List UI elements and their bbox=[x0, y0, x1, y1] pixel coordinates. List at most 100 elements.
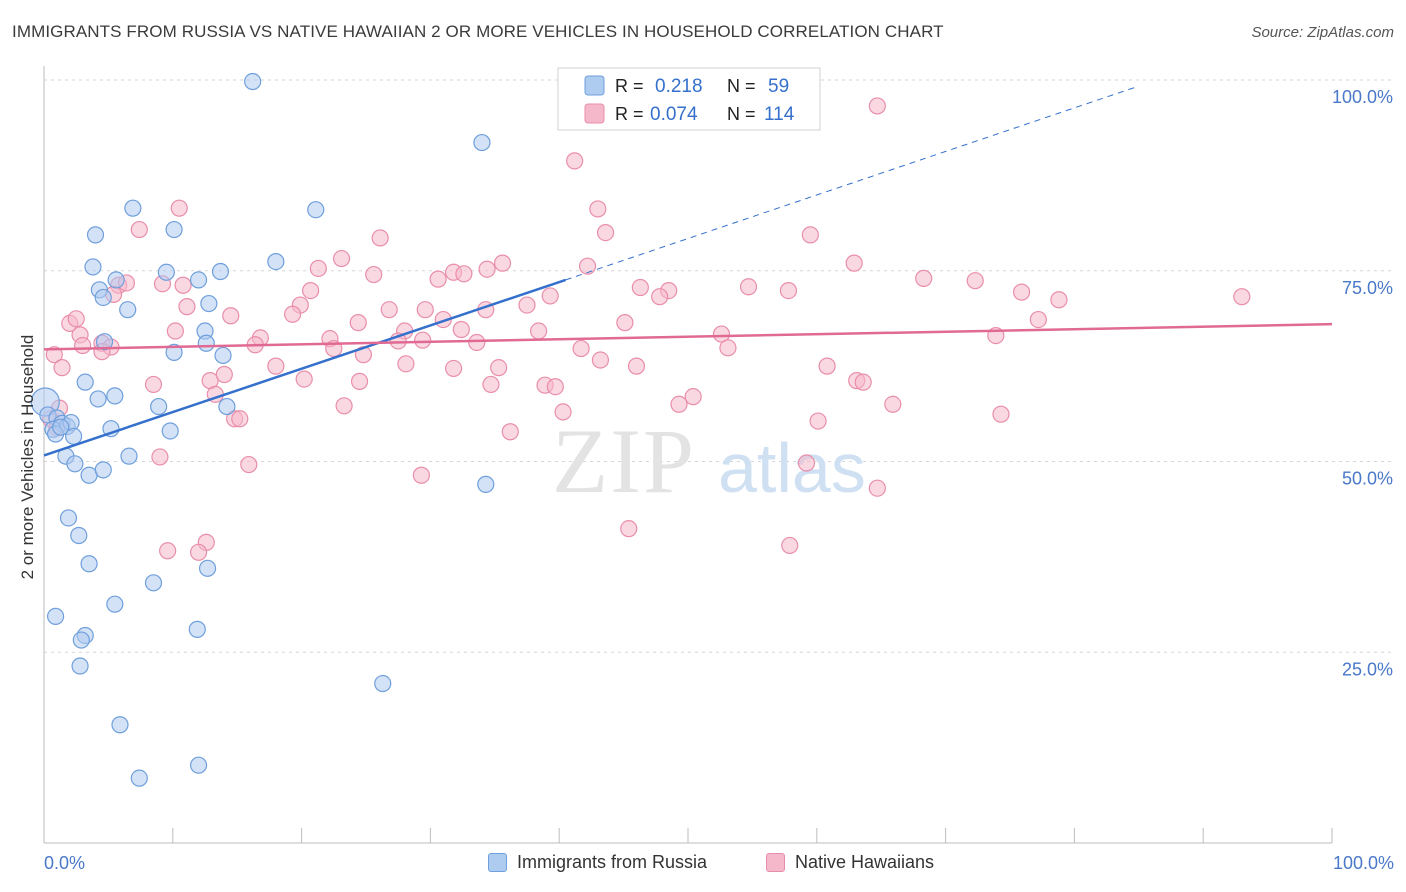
russia-point bbox=[59, 509, 78, 527]
hawaiian-point bbox=[809, 412, 827, 430]
hawaiian-point bbox=[818, 357, 836, 375]
y-tick-label: 25.0% bbox=[1342, 659, 1393, 679]
russia-point bbox=[95, 333, 114, 351]
russia-point bbox=[157, 263, 175, 281]
y-tick-label: 100.0% bbox=[1332, 87, 1393, 107]
stats-n-value-1: 59 bbox=[768, 76, 789, 97]
russia-point bbox=[211, 262, 230, 281]
hawaiian-point bbox=[151, 448, 169, 466]
hawaiian-point bbox=[45, 346, 63, 364]
hawaiian-point bbox=[412, 466, 430, 484]
hawaiian-point bbox=[166, 322, 184, 340]
hawaiian-point bbox=[349, 314, 367, 332]
source-label: Source: ZipAtlas.com bbox=[1251, 24, 1394, 41]
stats-r-value-1: 0.218 bbox=[655, 76, 703, 97]
hawaiian-point bbox=[797, 454, 816, 472]
russia-point bbox=[477, 475, 495, 493]
hawaiian-point bbox=[429, 270, 447, 288]
hawaiian-point bbox=[578, 257, 597, 275]
hawaiian-point bbox=[801, 226, 819, 244]
russia-point bbox=[70, 526, 88, 545]
russia-point bbox=[473, 133, 491, 152]
hawaiian-point bbox=[295, 370, 313, 388]
hawaiian-point bbox=[966, 272, 984, 290]
stats-r-label-2: R = bbox=[615, 104, 644, 124]
russia-point bbox=[111, 716, 129, 734]
y-tick-label: 75.0% bbox=[1342, 278, 1393, 298]
stats-legend: R = 0.218 N = 59 R = 0.074 N = 114 bbox=[557, 67, 821, 131]
hawaiian-point bbox=[371, 229, 389, 247]
russia-point bbox=[244, 72, 262, 91]
hawaiian-point bbox=[444, 359, 463, 378]
trend-lines bbox=[43, 85, 1333, 457]
hawaiian-point bbox=[631, 278, 649, 297]
hawaiian-point bbox=[845, 254, 863, 272]
legend-swatch-hawaiians bbox=[766, 853, 785, 872]
hawaiian-point bbox=[397, 355, 415, 373]
russia-point bbox=[188, 620, 206, 638]
watermark-atlas: atlas bbox=[718, 429, 866, 507]
watermark-zip: ZIP bbox=[552, 410, 696, 512]
hawaiian-point bbox=[283, 305, 302, 323]
russia-point bbox=[71, 657, 89, 675]
legend-item-russia[interactable]: Immigrants from Russia bbox=[488, 852, 707, 873]
hawaiian-point bbox=[572, 339, 590, 358]
hawaiian-point bbox=[170, 199, 188, 217]
russia-point bbox=[119, 301, 137, 319]
russia-point bbox=[46, 607, 65, 625]
russia-trend-extension bbox=[565, 85, 1139, 281]
russia-point bbox=[94, 288, 112, 307]
hawaiian-point bbox=[365, 265, 383, 284]
russia-point bbox=[66, 455, 84, 473]
hawaiian-point bbox=[854, 373, 872, 391]
hawaiian-point bbox=[493, 254, 512, 272]
russia-point bbox=[165, 220, 183, 239]
hawaiian-point bbox=[174, 276, 192, 294]
hawaiian-point bbox=[591, 351, 610, 369]
legend-label-russia: Immigrants from Russia bbox=[517, 852, 708, 872]
russia-point bbox=[124, 199, 142, 217]
hawaiian-point bbox=[779, 281, 798, 300]
hawaiian-point bbox=[215, 365, 233, 384]
stats-legend-swatch-pink bbox=[584, 103, 605, 124]
russia-point bbox=[106, 387, 124, 405]
hawaiian-point bbox=[335, 397, 353, 415]
stats-r-label-1: R = bbox=[615, 76, 644, 96]
hawaiian-point bbox=[670, 395, 688, 413]
hawaiian-point bbox=[712, 325, 731, 343]
y-axis-tick-labels: 25.0% 50.0% 75.0% 100.0% bbox=[1332, 87, 1393, 679]
native-hawaiians-points bbox=[41, 97, 1251, 561]
hawaiian-point bbox=[915, 269, 933, 287]
hawaiian-point bbox=[416, 301, 434, 319]
russia-point bbox=[80, 555, 98, 573]
hawaiian-point bbox=[589, 200, 607, 218]
hawaiian-point bbox=[719, 339, 737, 357]
hawaiian-point bbox=[302, 281, 320, 300]
hawaiian-point bbox=[518, 296, 536, 314]
hawaiian-point bbox=[222, 307, 240, 325]
hawaiian-point bbox=[529, 322, 548, 340]
hawaiian-point bbox=[1029, 310, 1047, 329]
hawaiian-point bbox=[482, 375, 500, 394]
hawaiian-point bbox=[144, 375, 163, 394]
russia-point bbox=[84, 258, 102, 276]
russia-point bbox=[120, 447, 138, 465]
hawaiian-point bbox=[566, 152, 584, 170]
russia-point bbox=[307, 201, 325, 219]
hawaiian-point bbox=[130, 220, 148, 239]
grid-lines bbox=[44, 79, 1392, 653]
legend-item-hawaiians[interactable]: Native Hawaiians bbox=[766, 852, 934, 873]
russia-point bbox=[198, 559, 217, 577]
russia-point bbox=[214, 346, 232, 365]
hawaiian-point bbox=[332, 249, 351, 268]
hawaiian-point bbox=[868, 479, 886, 497]
russia-point bbox=[144, 574, 163, 592]
hawaiian-point bbox=[309, 259, 327, 278]
hawaiian-point bbox=[1012, 283, 1031, 301]
hawaiian-point bbox=[74, 336, 92, 355]
legend-swatch-russia bbox=[488, 853, 507, 872]
russia-point bbox=[189, 271, 208, 289]
hawaiian-point bbox=[267, 357, 285, 375]
x-axis-ticks bbox=[43, 828, 1333, 843]
